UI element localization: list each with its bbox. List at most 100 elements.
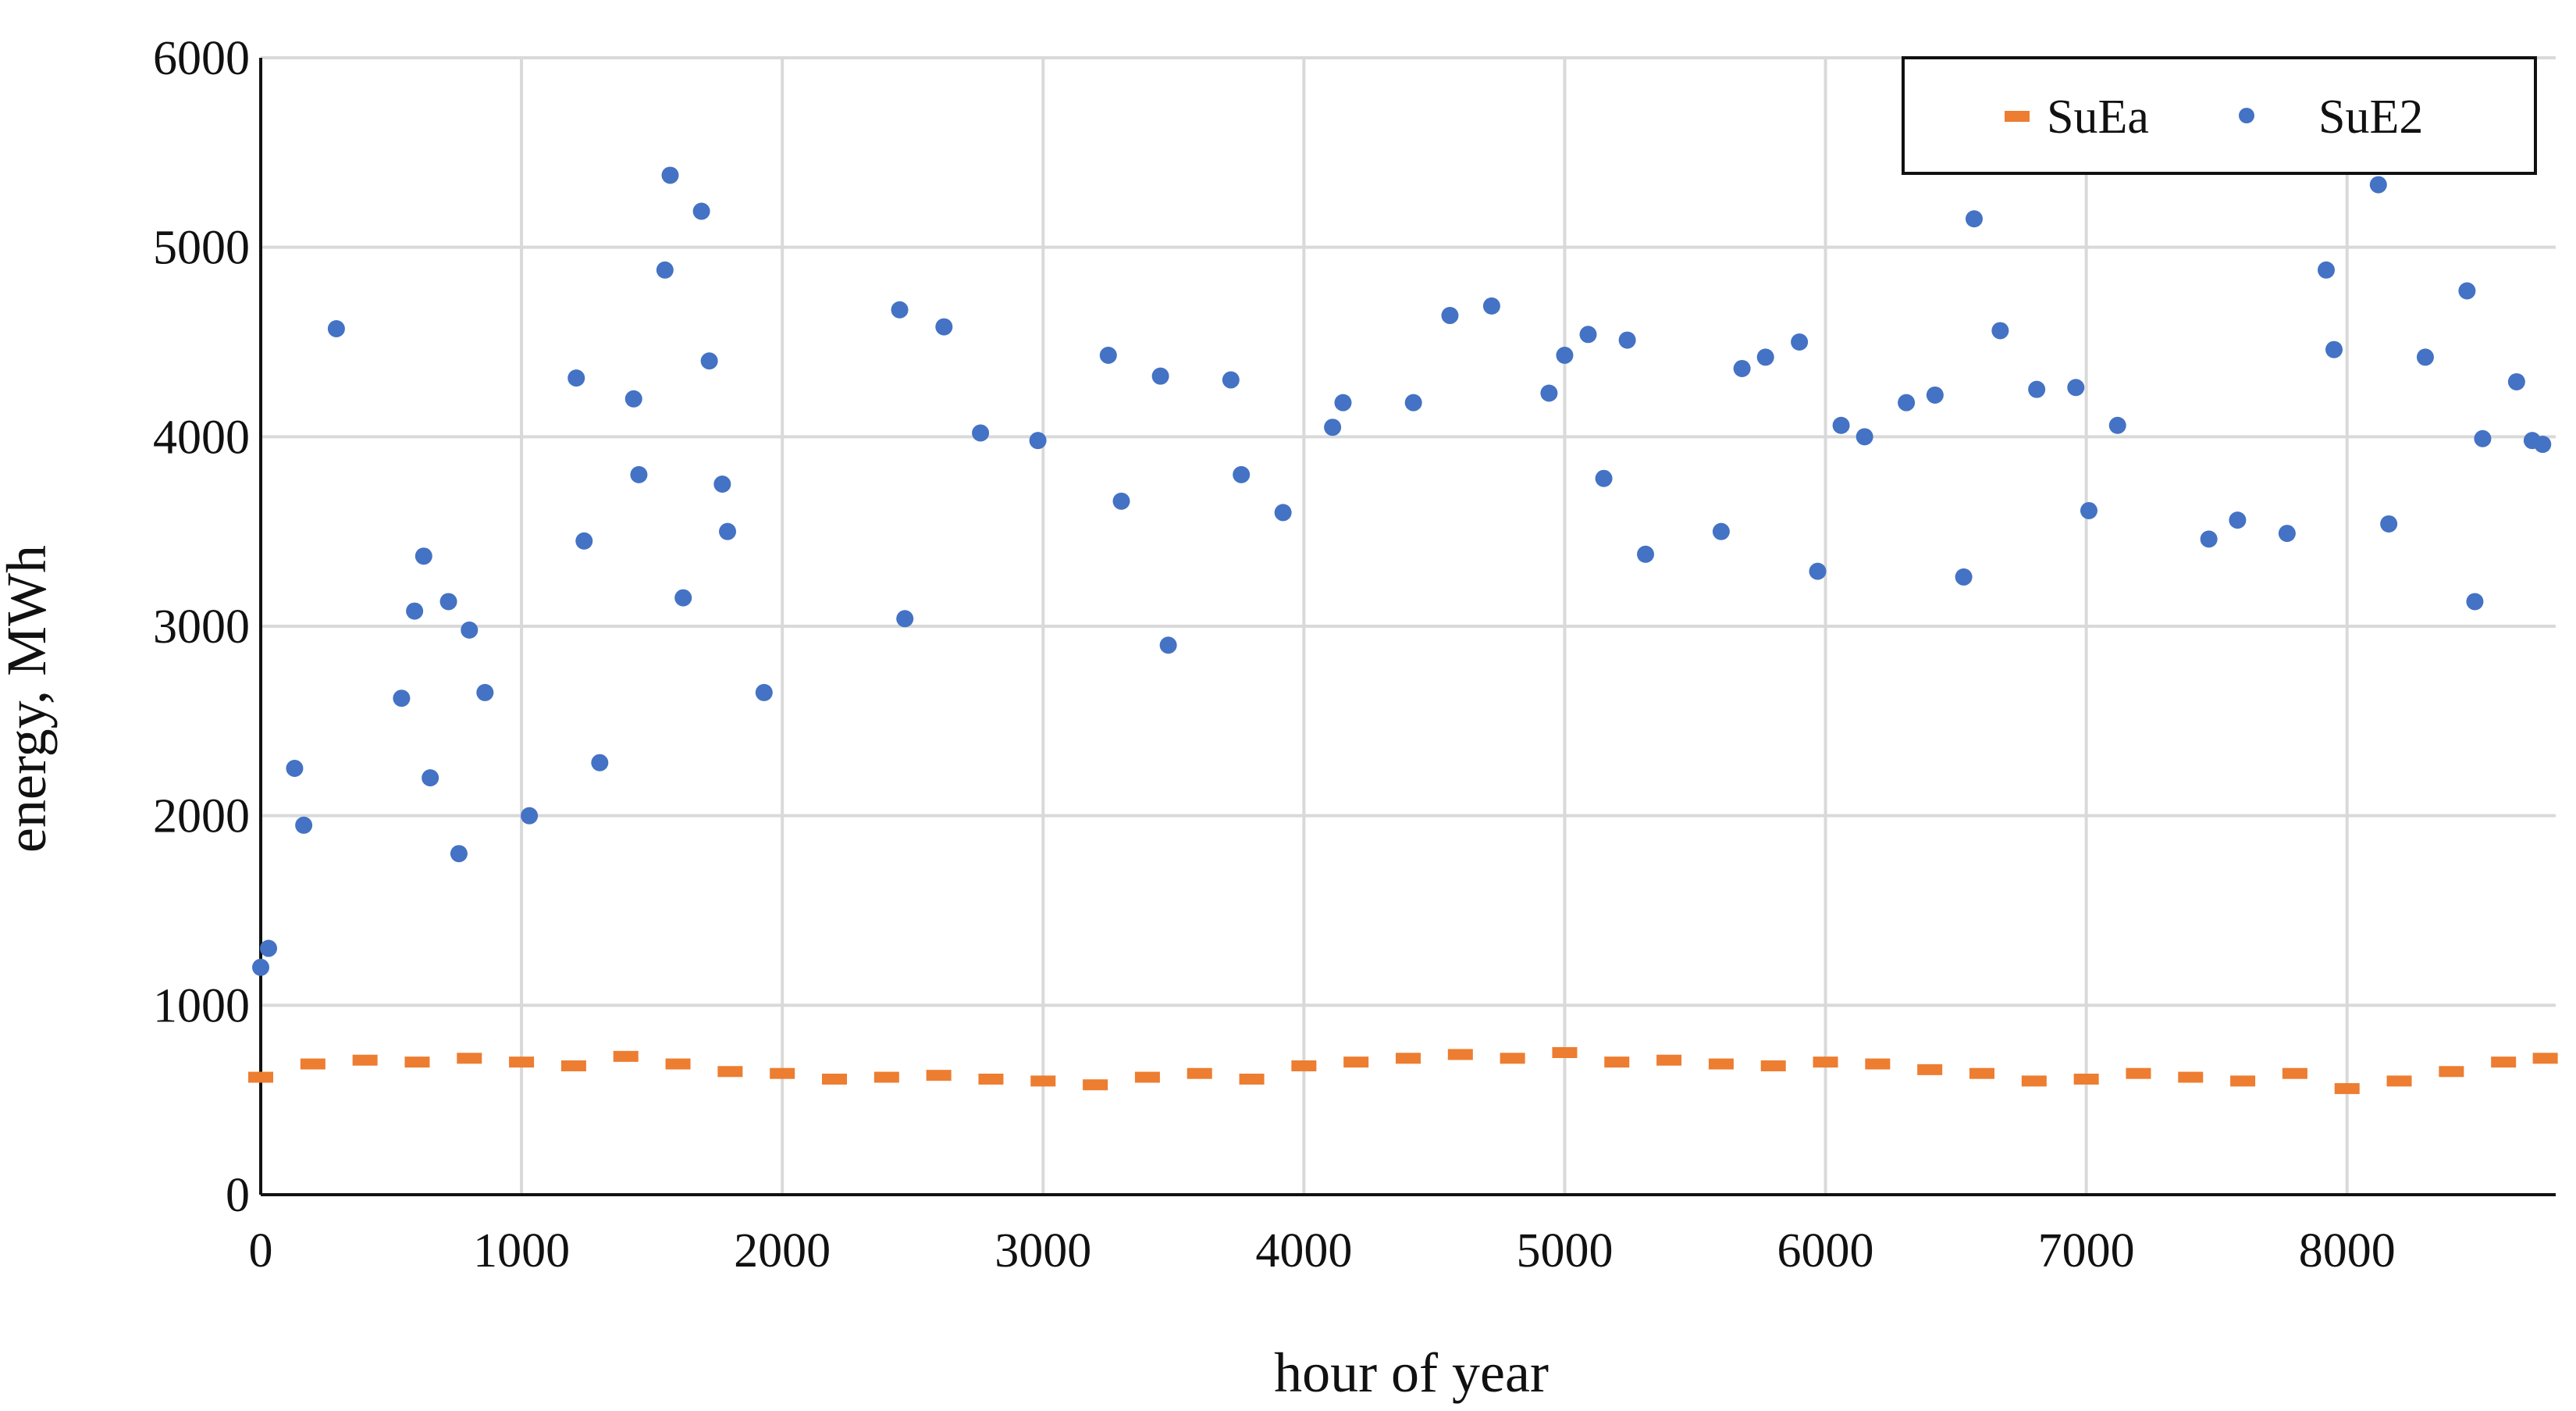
- data-point-sue2: [393, 689, 411, 707]
- data-point-sue-a: [665, 1058, 691, 1070]
- legend-box: [1902, 56, 2537, 175]
- data-point-sue-a: [978, 1073, 1004, 1085]
- data-point-sue-a: [1134, 1071, 1160, 1083]
- data-series: [248, 166, 2558, 1095]
- data-point-sue-a: [509, 1056, 535, 1068]
- data-point-sue-a: [2230, 1075, 2256, 1087]
- data-point-sue-a: [1604, 1056, 1630, 1068]
- data-point-sue2: [295, 816, 313, 834]
- data-point-sue-a: [2178, 1071, 2204, 1083]
- data-point-sue2: [1159, 636, 1177, 654]
- data-point-sue2: [406, 602, 424, 620]
- data-point-sue2: [1809, 562, 1827, 580]
- data-point-sue2: [1404, 394, 1422, 412]
- y-tick-label: 6000: [153, 32, 250, 85]
- data-point-sue-a: [613, 1050, 639, 1062]
- data-point-sue2: [1233, 465, 1251, 483]
- data-point-sue2: [1898, 394, 1916, 412]
- data-point-sue2: [286, 760, 304, 777]
- data-point-sue-a: [822, 1073, 847, 1085]
- data-point-sue2: [2067, 379, 2085, 397]
- data-point-sue2: [1099, 346, 1117, 364]
- y-tick-labels: 0 1000 2000 3000 4000 5000 6000: [153, 32, 250, 1222]
- data-point-sue2: [2380, 515, 2398, 533]
- y-tick-label: 3000: [153, 600, 250, 654]
- data-point-sue2: [1482, 297, 1500, 315]
- data-point-sue2: [630, 465, 648, 483]
- data-point-sue-a: [873, 1071, 899, 1083]
- data-point-sue2: [439, 593, 457, 611]
- data-point-sue2: [624, 390, 642, 408]
- data-point-sue-a: [1083, 1079, 1108, 1091]
- data-point-sue2: [755, 683, 773, 701]
- data-point-sue2: [1832, 416, 1850, 434]
- y-tick-label: 4000: [153, 411, 250, 464]
- series-sue-a: [248, 1047, 2558, 1095]
- data-point-sue-a: [352, 1054, 378, 1066]
- data-point-sue2: [1965, 210, 1983, 228]
- data-point-sue-a: [457, 1053, 482, 1064]
- data-point-sue2: [935, 318, 953, 336]
- data-point-sue2: [656, 261, 674, 279]
- data-point-sue2: [719, 522, 737, 540]
- data-point-sue2: [896, 610, 914, 628]
- data-point-sue2: [2200, 530, 2218, 548]
- legend: SuEa SuE2: [1902, 56, 2537, 175]
- data-point-sue2: [415, 547, 432, 565]
- data-point-sue-a: [1813, 1056, 1838, 1068]
- data-point-sue2: [1712, 522, 1730, 540]
- data-point-sue2: [2318, 261, 2335, 279]
- data-point-sue-a: [1656, 1054, 1682, 1066]
- y-axis-title: energy, MWh: [0, 545, 58, 853]
- data-point-sue-a: [770, 1067, 795, 1079]
- data-point-sue2: [1112, 492, 1130, 510]
- data-point-sue-a: [560, 1060, 586, 1071]
- data-point-sue-a: [926, 1070, 952, 1081]
- data-point-sue-a: [2282, 1067, 2307, 1079]
- data-point-sue2: [2474, 429, 2492, 447]
- x-tick-labels: 0 1000 2000 3000 4000 5000 6000 7000 8000: [249, 1224, 2396, 1277]
- x-tick-label: 0: [249, 1224, 273, 1277]
- data-point-sue-a: [1760, 1060, 1786, 1071]
- x-tick-label: 6000: [1777, 1224, 1874, 1277]
- data-point-sue-a: [1239, 1073, 1265, 1085]
- data-point-sue2: [1791, 333, 1809, 351]
- data-point-sue2: [1733, 359, 1751, 377]
- x-tick-label: 2000: [734, 1224, 831, 1277]
- y-tick-label: 5000: [153, 222, 250, 275]
- data-point-sue2: [2507, 372, 2525, 390]
- data-point-sue-a: [1447, 1049, 1473, 1060]
- data-point-sue2: [252, 958, 269, 976]
- data-point-sue-a: [404, 1056, 430, 1068]
- data-point-sue2: [2108, 416, 2126, 434]
- data-point-sue-a: [1969, 1067, 1994, 1079]
- axes: [259, 58, 2556, 1196]
- data-point-sue-a: [717, 1066, 743, 1078]
- legend-label-sue-a: SuEa: [2047, 91, 2149, 144]
- data-point-sue2: [1756, 348, 1774, 366]
- legend-marker-sue2: [2239, 108, 2254, 123]
- data-point-sue2: [1618, 331, 1636, 349]
- data-point-sue2: [2080, 501, 2097, 519]
- x-tick-label: 8000: [2299, 1224, 2396, 1277]
- data-point-sue2: [674, 589, 692, 607]
- data-point-sue2: [1637, 545, 1655, 563]
- data-point-sue-a: [2491, 1056, 2517, 1068]
- y-tick-label: 2000: [153, 790, 250, 843]
- legend-label-sue2: SuE2: [2318, 91, 2423, 144]
- x-tick-label: 4000: [1255, 1224, 1352, 1277]
- data-point-sue2: [1556, 346, 1574, 364]
- x-tick-label: 5000: [1516, 1224, 1613, 1277]
- data-point-sue-a: [1917, 1064, 1943, 1075]
- x-tick-label: 7000: [2038, 1224, 2135, 1277]
- x-axis-title: hour of year: [1274, 1342, 1549, 1404]
- data-point-sue-a: [2532, 1053, 2558, 1064]
- data-point-sue-a: [2073, 1073, 2099, 1085]
- data-point-sue-a: [300, 1058, 326, 1070]
- data-point-sue-a: [2126, 1067, 2151, 1079]
- data-point-sue-a: [1708, 1058, 1734, 1070]
- data-point-sue-a: [1500, 1053, 1525, 1064]
- data-point-sue2: [2028, 380, 2046, 398]
